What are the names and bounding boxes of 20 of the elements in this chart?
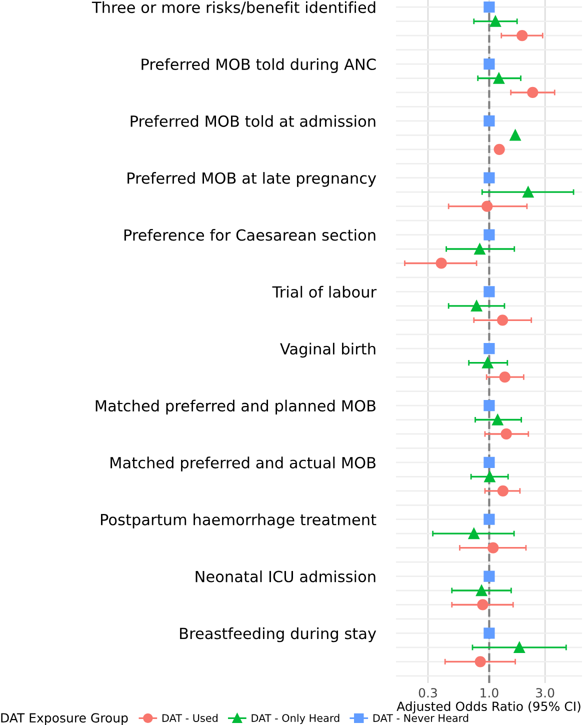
y-tick-label: Postpartum haemorrhage treatment [101, 514, 376, 528]
y-tick-label: Preference for Caesarean section [124, 228, 376, 241]
x-tick-label: 3.0 [536, 688, 554, 698]
y-tick-label: Preferred MOB at late pregnancy [128, 172, 376, 187]
y-tick-label: Preferred MOB told during ANC [142, 58, 376, 74]
y-tick-label: Vaginal birth [280, 342, 376, 358]
y-tick-label: Breastfeeding during stay [180, 627, 376, 642]
y-tick-label: Matched preferred and actual MOB [110, 456, 376, 472]
legend-label: DAT - Only Heard [252, 714, 340, 724]
y-tick-label: Neonatal ICU admission [196, 570, 376, 582]
legend-title: DAT Exposure Group [1, 713, 128, 725]
y-tick-label: Three or more risks/benefit identified [92, 1, 376, 14]
legend-label: DAT - Never Heard [373, 714, 468, 722]
legend-label: DAT - Used [162, 714, 218, 722]
x-tick-label: 0.3 [418, 688, 437, 698]
x-axis-title: Adjusted Odds Ratio (95% CI) [396, 701, 580, 714]
y-tick-label: Trial of labour [272, 286, 377, 298]
y-tick-label: Matched preferred and planned MOB [96, 400, 376, 415]
x-tick-label: 1.0 [480, 688, 498, 698]
y-tick-label: Preferred MOB told at admission [130, 115, 376, 127]
